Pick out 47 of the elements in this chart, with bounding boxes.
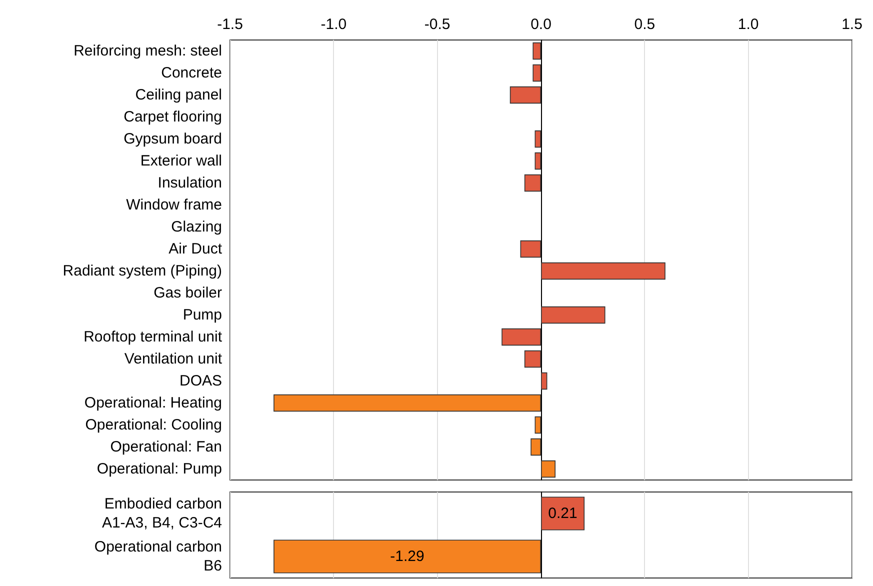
y-tick-label: Carpet flooring xyxy=(124,108,222,126)
y-tick-label: Air Duct xyxy=(168,240,223,258)
y-tick-label: Operational: Pump xyxy=(96,460,222,478)
x-tick-label: -1.5 xyxy=(217,16,243,33)
x-tick-label: 0.0 xyxy=(530,16,552,33)
bar xyxy=(534,416,541,434)
y-tick-label: Radiant system (Piping) xyxy=(62,262,222,280)
bar xyxy=(530,438,541,456)
y-tick-label: Concrete xyxy=(161,64,222,82)
y-tick-label: Ventilation unit xyxy=(124,350,223,368)
y-tick-label: Glazing xyxy=(171,218,222,236)
bar xyxy=(541,460,556,478)
bar xyxy=(520,240,541,258)
bar xyxy=(510,86,541,104)
x-tick-label: -1.0 xyxy=(320,16,347,33)
x-tick-label: 1.5 xyxy=(842,16,862,33)
bar xyxy=(502,328,541,346)
y-tick-label: DOAS xyxy=(179,372,222,390)
y-tick-label: Operational: Cooling xyxy=(85,416,222,434)
bar xyxy=(274,394,541,412)
bar xyxy=(524,174,541,192)
y-tick-label: Embodied carbon A1-A3, B4, C3-C4 xyxy=(102,496,222,532)
bar xyxy=(532,64,541,82)
data-label: 0.21 xyxy=(548,505,578,522)
y-tick-label: Ceiling panel xyxy=(135,86,222,104)
x-tick-label: -0.5 xyxy=(424,16,450,33)
y-tick-label: Reiforcing mesh: steel xyxy=(74,42,222,60)
bar xyxy=(534,130,541,148)
data-label: -1.29 xyxy=(390,548,424,565)
bar xyxy=(534,152,541,170)
y-tick-label: Gypsum board xyxy=(124,130,222,148)
y-tick-label: Window frame xyxy=(126,196,222,214)
bar xyxy=(532,42,541,60)
bar xyxy=(541,372,548,390)
y-tick-label: Operational carbon B6 xyxy=(94,538,222,574)
x-tick-label: 0.5 xyxy=(634,16,656,33)
y-tick-label: Exterior wall xyxy=(140,152,222,170)
y-tick-label: Gas boiler xyxy=(154,284,222,302)
y-tick-label: Operational: Heating xyxy=(84,394,222,412)
y-tick-label: Operational: Fan xyxy=(110,438,222,456)
bar xyxy=(541,306,606,324)
y-tick-label: Pump xyxy=(182,306,222,324)
y-tick-label: Rooftop terminal unit xyxy=(84,328,223,346)
y-tick-label: Insulation xyxy=(158,174,222,192)
bar xyxy=(541,262,666,280)
x-tick-label: 1.0 xyxy=(738,16,759,33)
bar xyxy=(524,350,541,368)
